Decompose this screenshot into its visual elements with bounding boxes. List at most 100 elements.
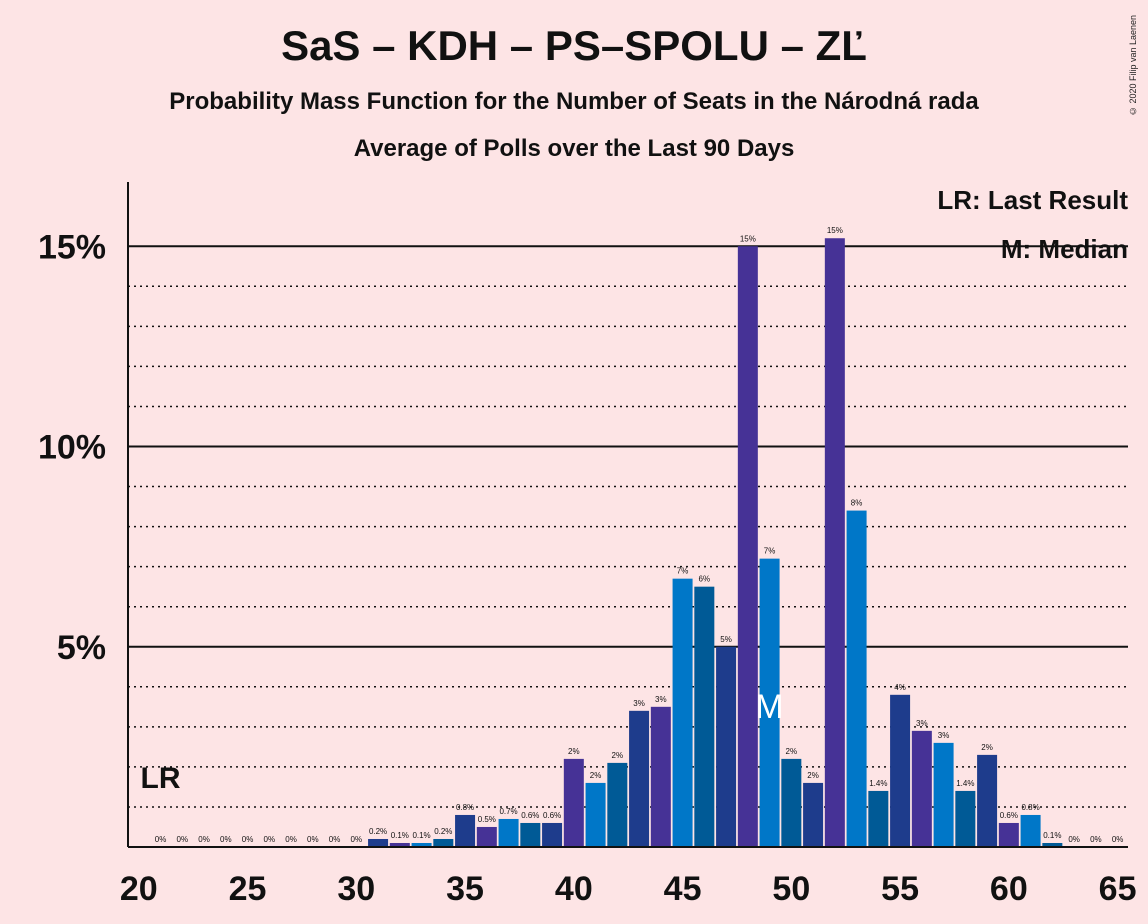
bar-seat-33 — [411, 842, 432, 847]
bar-label-seat-33: 0.1% — [412, 831, 430, 840]
bar-seat-32 — [389, 842, 410, 847]
bar-seat-50 — [781, 758, 802, 847]
axes — [127, 182, 1128, 848]
bar-label-seat-53: 8% — [851, 499, 863, 508]
bar-label-seat-42: 2% — [612, 751, 624, 760]
bar-label-seat-41: 2% — [590, 771, 602, 780]
bar-seat-53 — [846, 510, 867, 847]
bar-label-seat-61: 0.8% — [1021, 803, 1039, 812]
bar-label-seat-26: 0% — [264, 835, 276, 844]
x-tick-label: 50 — [772, 870, 810, 908]
tick-labels: 20 25 30 35 40 45 50 55 60 65 5% 10% 15% — [38, 228, 1137, 908]
bar-label-seat-40: 2% — [568, 747, 580, 756]
legend-last-result: LR: Last Result — [937, 185, 1128, 215]
bar-label-seat-46: 6% — [699, 575, 711, 584]
legend-median: M: Median — [1001, 234, 1128, 264]
bar-seat-56 — [911, 730, 932, 847]
x-tick-label: 45 — [664, 870, 702, 908]
bar-seat-55 — [890, 694, 911, 847]
bar-seat-35 — [455, 814, 476, 847]
x-tick-label: 20 — [120, 870, 158, 908]
bar-label-seat-29: 0% — [329, 835, 341, 844]
bar-label-seat-25: 0% — [242, 835, 254, 844]
bar-label-seat-57: 3% — [938, 731, 950, 740]
bar-seat-48 — [737, 246, 758, 847]
bar-label-seat-55: 4% — [894, 683, 906, 692]
bar-label-seat-34: 0.2% — [434, 827, 452, 836]
bar-seat-49 — [759, 558, 780, 847]
bar-seat-45 — [672, 578, 693, 847]
bar-label-seat-43: 3% — [633, 699, 645, 708]
bar-label-seat-38: 0.6% — [521, 811, 539, 820]
bar-label-seat-39: 0.6% — [543, 811, 561, 820]
x-tick-label: 40 — [555, 870, 593, 908]
bar-labels: 0% 0% 0% 0% 0% 0% 0% 0% 0% 0%0.2% 0.1% 0.1% 0.2%0.8%… — [155, 226, 1124, 844]
bar-label-seat-62: 0.1% — [1043, 831, 1061, 840]
bar-label-seat-51: 2% — [807, 771, 819, 780]
bar-label-seat-44: 3% — [655, 695, 667, 704]
bar-seat-43 — [629, 710, 650, 847]
x-tick-label: 60 — [990, 870, 1028, 908]
bar-seat-34 — [433, 838, 454, 847]
bar-seat-61 — [1020, 814, 1041, 847]
bar-label-seat-58: 1.4% — [956, 779, 974, 788]
bar-label-seat-64: 0% — [1090, 835, 1102, 844]
bar-seat-37 — [498, 818, 519, 847]
y-tick-label: 5% — [57, 629, 106, 667]
bar-label-seat-23: 0% — [198, 835, 210, 844]
bar-seat-42 — [607, 762, 628, 847]
x-tick-label: 30 — [337, 870, 375, 908]
chart-subtitle-2: Average of Polls over the Last 90 Days — [353, 135, 795, 162]
bar-seat-31 — [368, 838, 389, 847]
bars — [368, 238, 1063, 848]
bar-label-seat-24: 0% — [220, 835, 232, 844]
bar-seat-60 — [998, 822, 1019, 847]
bar-seat-44 — [650, 706, 671, 847]
bar-label-seat-65: 0% — [1112, 835, 1124, 844]
bar-label-seat-31: 0.2% — [369, 827, 387, 836]
bar-label-seat-52: 15% — [827, 226, 843, 235]
bar-label-seat-21: 0% — [155, 835, 167, 844]
bar-seat-51 — [803, 782, 824, 847]
bar-label-seat-27: 0% — [285, 835, 297, 844]
bar-seat-59 — [977, 754, 998, 847]
x-tick-label: 65 — [1099, 870, 1137, 908]
bar-label-seat-60: 0.6% — [1000, 811, 1018, 820]
bar-seat-62 — [1042, 842, 1063, 847]
bar-seat-47 — [716, 646, 737, 847]
bar-seat-40 — [563, 758, 584, 847]
bar-label-seat-47: 5% — [720, 635, 732, 644]
x-tick-label: 55 — [881, 870, 919, 908]
bar-label-seat-48: 15% — [740, 234, 756, 243]
bar-seat-58 — [955, 790, 976, 847]
bar-seat-38 — [520, 822, 541, 847]
x-tick-label: 25 — [229, 870, 267, 908]
bar-label-seat-32: 0.1% — [391, 831, 409, 840]
y-tick-label: 15% — [38, 228, 106, 266]
bar-label-seat-56: 3% — [916, 719, 928, 728]
y-tick-label: 10% — [38, 429, 106, 467]
chart-title: SaS – KDH – PS–SPOLU – ZĽ — [281, 22, 867, 69]
bar-label-seat-36: 0.5% — [478, 815, 496, 824]
bar-label-seat-54: 1.4% — [869, 779, 887, 788]
bar-label-seat-63: 0% — [1068, 835, 1080, 844]
x-tick-label: 35 — [446, 870, 484, 908]
bar-seat-36 — [476, 826, 497, 847]
last-result-marker: LR — [141, 762, 181, 795]
chart-subtitle: Probability Mass Function for the Number… — [169, 88, 979, 115]
bar-label-seat-49: 7% — [764, 547, 776, 556]
bar-seat-46 — [694, 586, 715, 847]
bar-seat-54 — [868, 790, 889, 847]
bar-seat-41 — [585, 782, 606, 847]
bar-seat-57 — [933, 742, 954, 847]
bar-seat-39 — [542, 822, 563, 847]
bar-label-seat-35: 0.8% — [456, 803, 474, 812]
bar-label-seat-28: 0% — [307, 835, 319, 844]
bar-seat-52 — [824, 238, 845, 848]
bar-label-seat-45: 7% — [677, 567, 689, 576]
bar-label-seat-30: 0% — [351, 835, 363, 844]
bar-label-seat-37: 0.7% — [499, 807, 517, 816]
bar-label-seat-50: 2% — [786, 747, 798, 756]
bar-label-seat-22: 0% — [177, 835, 189, 844]
